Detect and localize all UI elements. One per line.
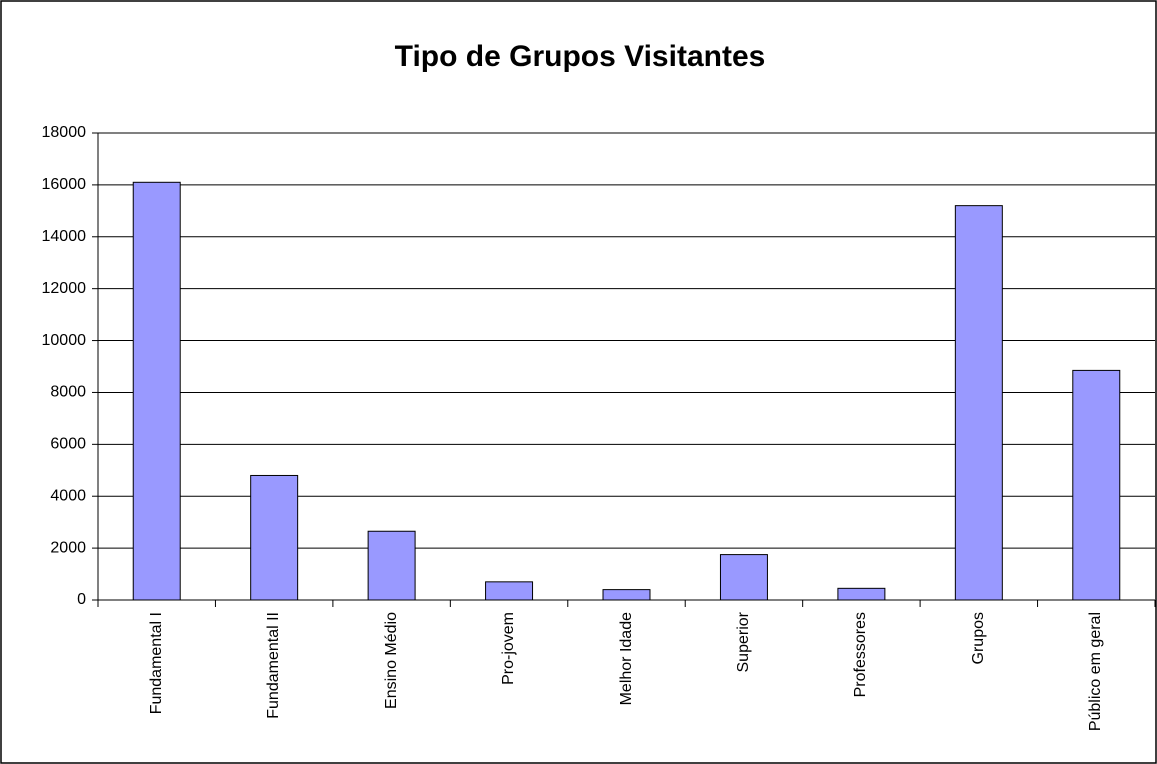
bar [250,474,299,601]
y-tick-label: 6000 [50,436,86,453]
x-tick-label: Fundamental II [265,612,283,719]
bar [837,587,886,601]
y-tick-label: 10000 [42,332,87,349]
bar [367,530,416,601]
x-tick-label: Pro-jovem [500,612,518,685]
y-tick-label: 12000 [42,280,87,297]
x-tick-label: Superior [734,612,752,673]
y-tick-label: 8000 [50,384,86,401]
chart-title: Tipo de Grupos Visitantes [395,40,766,73]
y-tick-label: 4000 [50,487,86,504]
x-tick-label: Ensino Médio [382,612,400,709]
y-tick-label: 14000 [42,228,87,245]
bar [719,554,768,601]
y-tick-label: 2000 [50,539,86,556]
x-tick-label: Melhor Idade [617,612,635,706]
x-tick-label: Grupos [969,612,987,665]
bar [485,581,534,601]
x-tick-label: Público em geral [1087,612,1105,732]
bar [602,589,651,601]
bar [954,205,1003,601]
bar [1072,369,1121,601]
x-tick-label: Professores [852,612,870,698]
x-tick-label: Fundamental I [147,612,165,715]
y-tick-label: 16000 [42,176,87,193]
y-tick-label: 0 [77,591,86,608]
bar [132,181,181,601]
y-tick-label: 18000 [42,124,87,141]
